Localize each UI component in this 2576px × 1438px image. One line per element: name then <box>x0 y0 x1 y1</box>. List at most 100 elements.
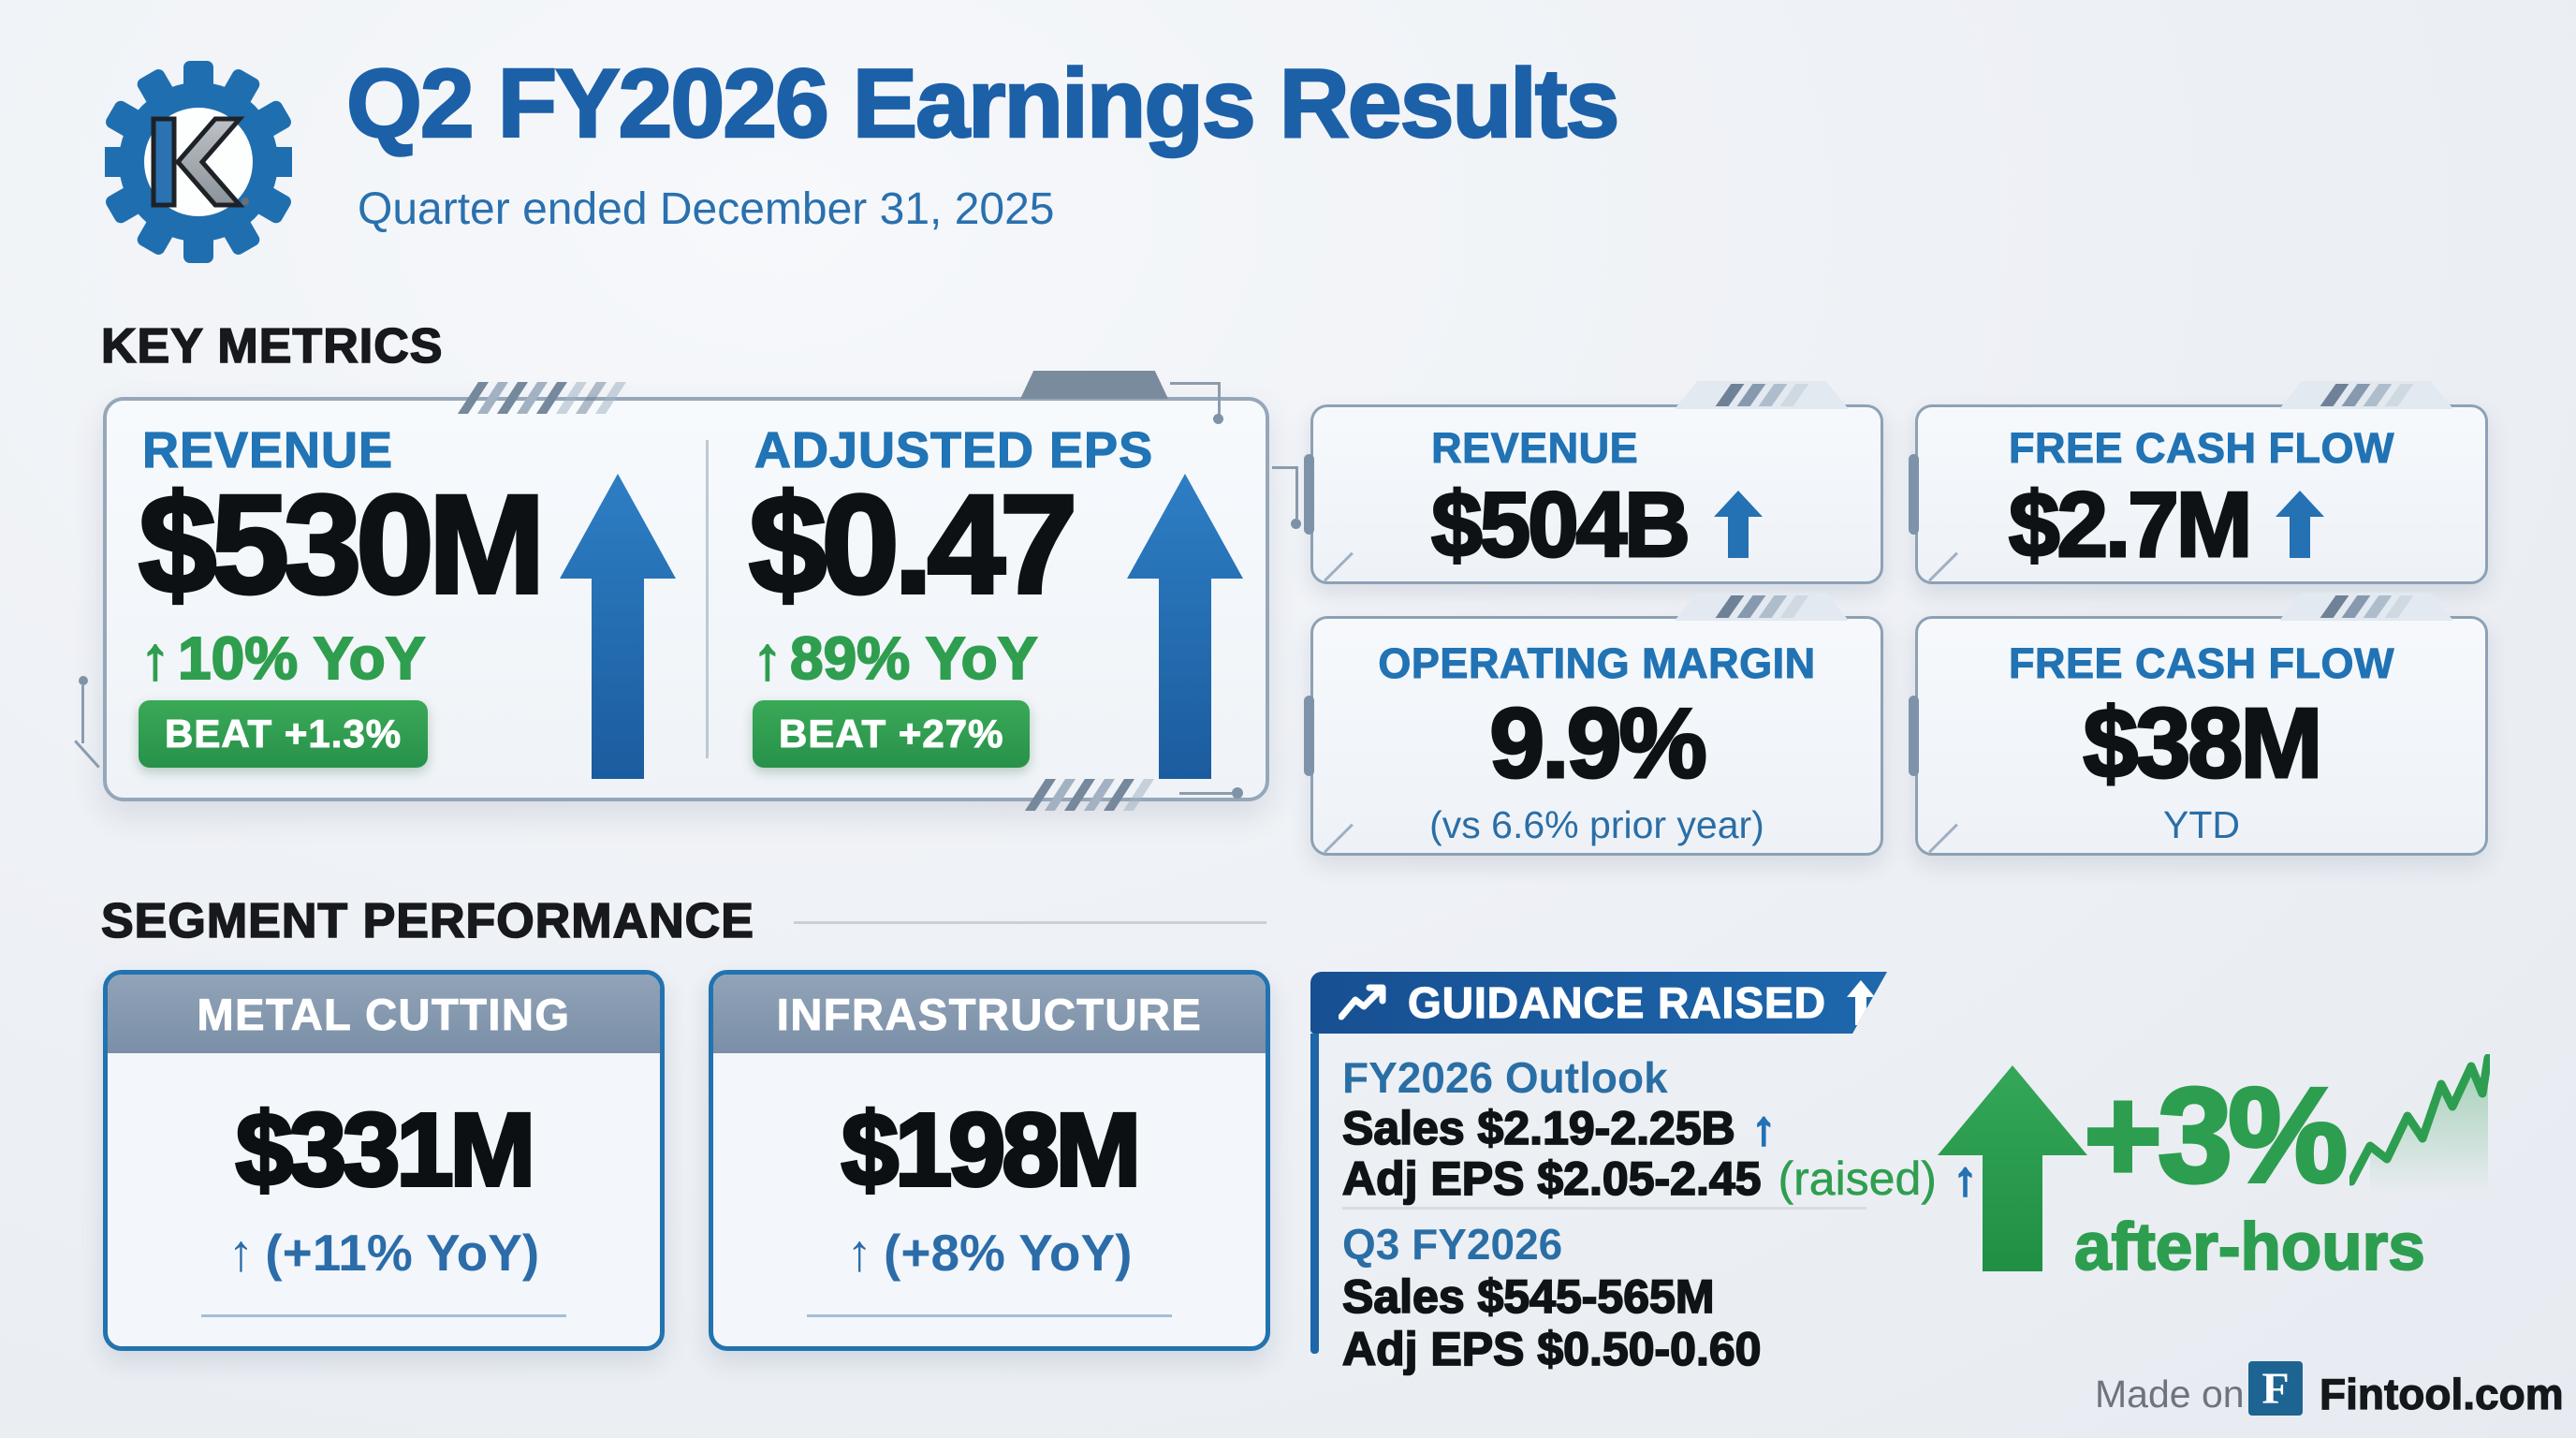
segment-revenue: $331M <box>234 1091 537 1210</box>
fintool-logo: F <box>2248 1361 2303 1416</box>
chevron-stripes-icon <box>2279 593 2453 621</box>
fintool-brand: Fintool.com <box>2319 1369 2564 1418</box>
chevron-stripes-icon <box>1675 593 1849 621</box>
segment-card-infrastructure: INFRASTRUCTURE $198M ↑ (+8% YoY) 12.3% ad… <box>709 970 1270 1351</box>
beat-badge: BEAT +27% <box>753 700 1031 768</box>
up-arrow-icon: ↑ <box>846 1224 873 1282</box>
circuit-line <box>74 740 100 769</box>
guidance-fy-sales: Sales $2.19-2.25B ↑ <box>1341 1101 1778 1156</box>
circuit-line <box>1218 382 1221 416</box>
corner-accent <box>1928 823 1958 854</box>
stat-note: (vs 6.6% prior year) <box>1429 803 1764 847</box>
chevron-stripes-icon <box>2279 381 2453 409</box>
stat-label: OPERATING MARGIN <box>1378 639 1816 688</box>
stat-value: $2.7M <box>2007 473 2253 576</box>
hero-metric-value: $0.47 <box>747 465 1079 623</box>
up-arrow-icon <box>2276 491 2325 559</box>
guidance-divider <box>1342 1207 1866 1210</box>
stat-value: $504B <box>1430 473 1692 576</box>
key-metrics-title: KEY METRICS <box>100 318 444 374</box>
guidance-fy-eps: Adj EPS $2.05-2.45 (raised) ↑ <box>1341 1152 1979 1207</box>
segment-yoy-text: (+8% YoY) <box>884 1224 1133 1282</box>
hero-metric-label: ADJUSTED EPS <box>754 421 1154 478</box>
guidance-q3-sales-text: Sales $545-565M <box>1341 1269 1715 1324</box>
segment-margin: 12.3% adj. margin <box>713 1340 1266 1346</box>
yoy-change: ↑ 10% YoY <box>139 624 426 693</box>
corner-accent <box>1324 551 1354 582</box>
side-tab-decoration <box>1304 696 1314 776</box>
corner-accent <box>1928 551 1958 582</box>
guidance-q3-label: Q3 FY2026 <box>1342 1220 1563 1269</box>
section-rule <box>794 921 1266 924</box>
guidance-fy-sales-text: Sales $2.19-2.25B <box>1341 1101 1736 1155</box>
up-arrow-icon: ↑ <box>139 624 171 693</box>
segment-revenue: $198M <box>840 1091 1143 1210</box>
after-hours-change: +3% <box>2082 1058 2349 1212</box>
stat-label: FREE CASH FLOW <box>2009 424 2394 473</box>
side-tab-decoration <box>1909 696 1919 776</box>
guidance-fy-label: FY2026 Outlook <box>1342 1053 1668 1102</box>
segment-margin-label: adj. margin <box>322 1341 577 1346</box>
segment-yoy-text: (+11% YoY) <box>265 1224 540 1282</box>
side-tab-decoration <box>1304 454 1314 535</box>
gear-teeth <box>105 61 292 263</box>
up-arrow-icon: ↑ <box>752 624 783 693</box>
circuit-line <box>1272 466 1298 469</box>
up-arrow-icon: ↑ <box>1751 1101 1778 1156</box>
segment-margin-value: 9.6% <box>190 1340 309 1346</box>
stat-value: $38M <box>2082 688 2324 799</box>
made-on-label: Made on <box>2095 1372 2245 1416</box>
guidance-left-bar <box>1310 1034 1319 1354</box>
company-gear-logo <box>105 61 292 263</box>
stat-value: 9.9% <box>1488 688 1709 799</box>
segment-name: INFRASTRUCTURE <box>713 975 1266 1053</box>
stat-card-revenue: REVENUE $504B <box>1304 381 1883 584</box>
stat-card-free-cash-flow: FREE CASH FLOW $2.7M <box>1909 381 2488 584</box>
segment-yoy: ↑ (+11% YoY) <box>108 1223 660 1283</box>
stat-label: REVENUE <box>1431 424 1639 473</box>
circuit-dot <box>1213 414 1223 424</box>
up-arrow-icon <box>1713 491 1763 559</box>
big-up-arrow-icon <box>1938 1065 2087 1271</box>
segment-name: METAL CUTTING <box>108 975 660 1053</box>
page-title: Q2 FY2026 Earnings Results <box>345 49 1621 160</box>
up-arrow-icon <box>1127 474 1243 779</box>
hero-metric-value: $530M <box>137 465 548 623</box>
side-tab-decoration <box>1909 454 1919 535</box>
chevron-stripes-icon <box>1675 381 1849 409</box>
circuit-line <box>1179 792 1232 795</box>
yoy-text: 89% YoY <box>789 624 1038 693</box>
segment-yoy: ↑ (+8% YoY) <box>713 1223 1266 1283</box>
trending-up-icon <box>1339 984 1386 1020</box>
circuit-dot <box>1291 519 1301 529</box>
segment-card-metal-cutting: METAL CUTTING $331M ↑ (+11% YoY) 9.6% adj… <box>103 970 665 1351</box>
segment-margin-label: adj. margin <box>942 1341 1196 1346</box>
hero-metric-label: REVENUE <box>141 421 394 478</box>
stock-sparkline-icon <box>2349 1054 2490 1195</box>
segment-performance-title: SEGMENT PERFORMANCE <box>100 893 754 949</box>
circuit-line <box>81 685 84 743</box>
stat-card-operating-margin: OPERATING MARGIN 9.9% (vs 6.6% prior yea… <box>1304 593 1883 856</box>
corner-accent <box>1324 823 1354 854</box>
hud-notch-decoration <box>1020 371 1168 399</box>
up-arrow-icon: ↑ <box>1953 1152 1979 1207</box>
guidance-q3-sales: Sales $545-565M <box>1341 1269 1715 1324</box>
guidance-raised-note: (raised) <box>1778 1152 1937 1206</box>
segment-divider <box>807 1314 1172 1317</box>
segment-margin: 9.6% adj. margin <box>108 1340 660 1346</box>
circuit-line <box>1170 382 1221 385</box>
yoy-text: 10% YoY <box>177 624 426 693</box>
circuit-dot <box>1232 787 1243 799</box>
segment-divider <box>201 1314 566 1317</box>
yoy-change: ↑ 89% YoY <box>752 624 1038 693</box>
guidance-q3-eps: Adj EPS $0.50-0.60 <box>1341 1322 1762 1376</box>
up-arrow-icon: ↑ <box>227 1224 255 1282</box>
fintool-logo-letter: F <box>2261 1363 2290 1414</box>
stat-card-free-cash-flow-ytd: FREE CASH FLOW $38M YTD <box>1909 593 2488 856</box>
hazard-stripes-icon <box>457 382 627 414</box>
guidance-banner: GUIDANCE RAISED <box>1310 972 1887 1034</box>
page-subtitle: Quarter ended December 31, 2025 <box>358 184 1055 234</box>
up-arrow-icon <box>560 474 676 779</box>
segment-margin-value: 12.3% <box>782 1340 929 1346</box>
guidance-fy-eps-text: Adj EPS $2.05-2.45 <box>1341 1152 1762 1206</box>
